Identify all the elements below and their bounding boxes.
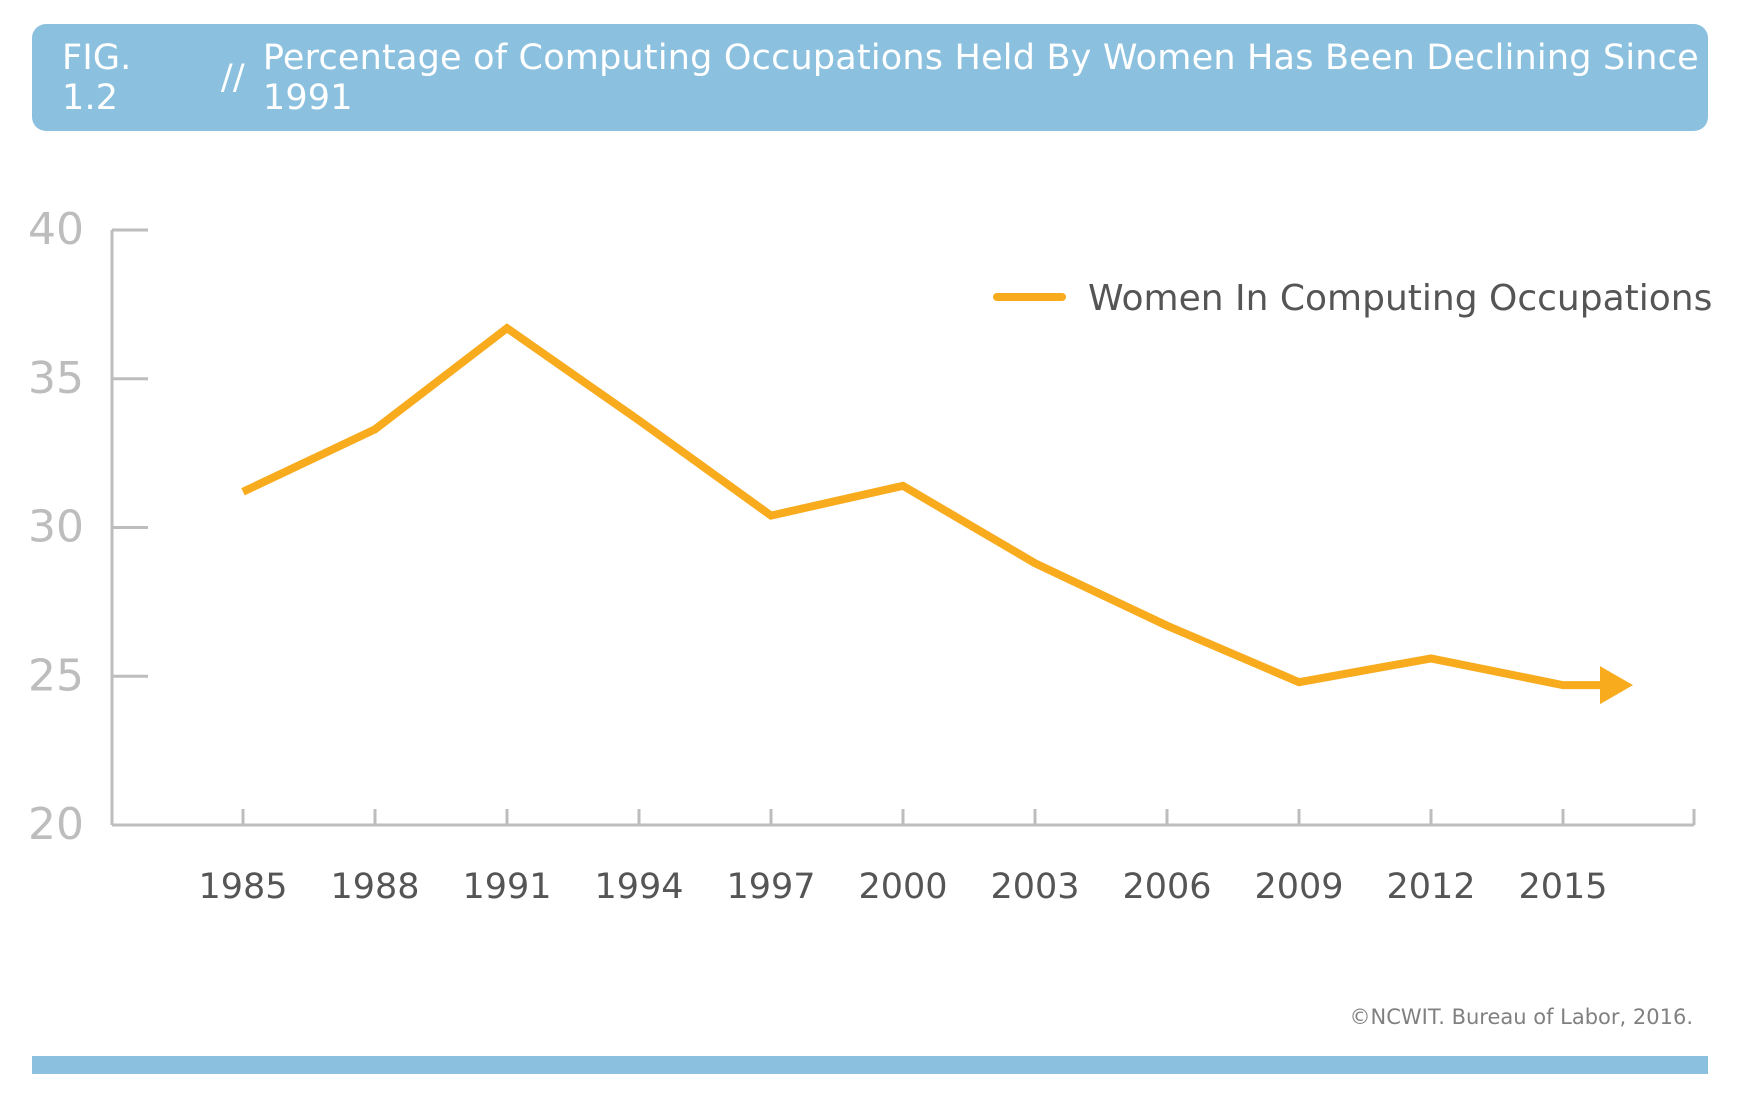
- x-tick-label-2009: 2009: [1254, 867, 1343, 907]
- x-tick-label-1988: 1988: [330, 867, 419, 907]
- x-tick-label-2000: 2000: [858, 867, 947, 907]
- y-tick-label-30: 30: [28, 502, 84, 553]
- source-note: ©NCWIT. Bureau of Labor, 2016.: [1349, 1005, 1693, 1029]
- y-tick-label-20: 20: [28, 799, 84, 850]
- legend-label: Women In Computing Occupations: [1088, 278, 1712, 319]
- x-tick-label-2006: 2006: [1122, 867, 1211, 907]
- chart-title: Percentage of Computing Occupations Held…: [262, 37, 1699, 118]
- title-banner: FIG. 1.2 // Percentage of Computing Occu…: [32, 24, 1708, 131]
- figure-label: FIG. 1.2: [62, 37, 132, 118]
- y-tick-label-25: 25: [28, 650, 84, 701]
- x-tick-label-2003: 2003: [990, 867, 1079, 907]
- y-tick-label-40: 40: [28, 204, 84, 255]
- x-tick-label-2015: 2015: [1518, 867, 1607, 907]
- series-line-women-in-computing: [241, 323, 1600, 690]
- x-tick-label-2012: 2012: [1386, 867, 1475, 907]
- series-end-arrow: [1600, 666, 1633, 705]
- x-tick-label-1985: 1985: [198, 867, 287, 907]
- y-tick-label-35: 35: [28, 353, 84, 404]
- x-tick-label-1997: 1997: [726, 867, 815, 907]
- x-tick-label-1994: 1994: [594, 867, 683, 907]
- title-separator: //: [220, 57, 245, 98]
- x-tick-label-1991: 1991: [462, 867, 551, 907]
- bottom-rule: [32, 1056, 1708, 1074]
